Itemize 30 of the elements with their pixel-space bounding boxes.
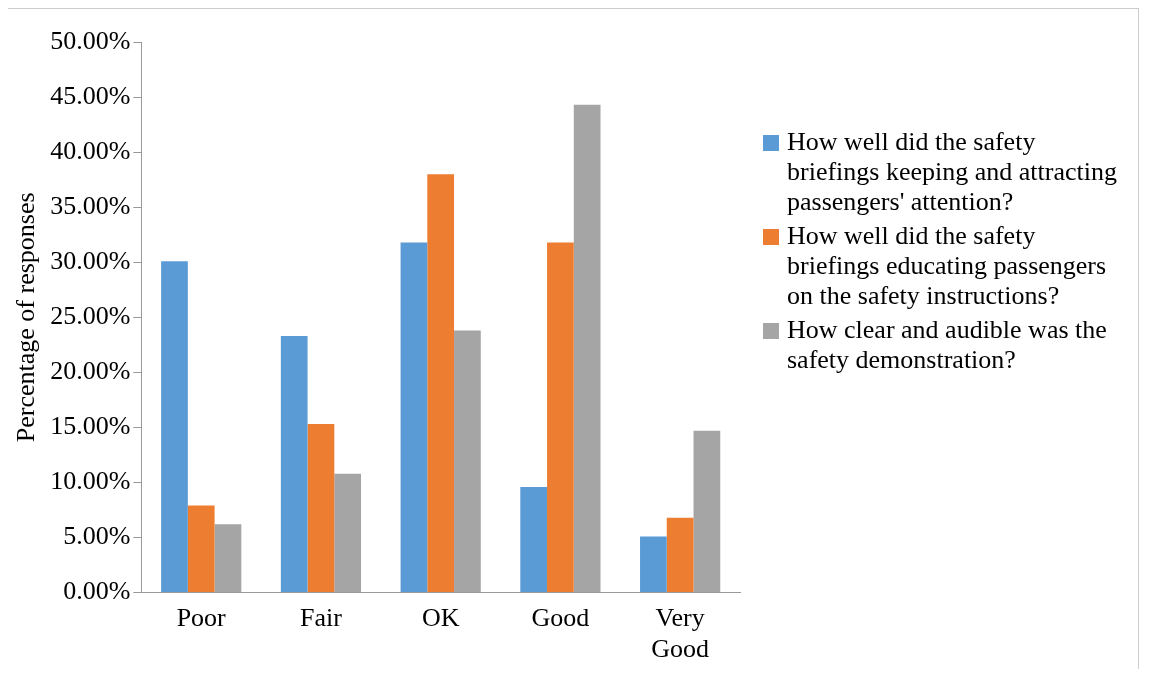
y-tick-label: 40.00% <box>50 135 131 165</box>
bar <box>666 517 694 593</box>
x-tick-label: OK <box>421 603 460 633</box>
x-tick-label: Very Good <box>651 603 710 664</box>
y-tick-label: 30.00% <box>50 246 131 276</box>
x-tick-label: Good <box>531 603 590 633</box>
x-tick-label: Poor <box>176 603 227 633</box>
legend-label: How well did the safety briefings keeping and attracting passengers' attention? <box>787 127 1118 217</box>
y-tick-label: 35.00% <box>50 191 131 221</box>
bar <box>400 242 428 593</box>
bar <box>161 261 188 593</box>
bar <box>307 424 335 593</box>
y-tick-label: 10.00% <box>50 466 131 496</box>
bar <box>640 536 667 593</box>
bar <box>280 336 308 593</box>
bar <box>547 242 574 593</box>
y-tick-label: 20.00% <box>50 356 131 386</box>
y-tick-label: 25.00% <box>50 301 131 331</box>
bar <box>427 174 455 593</box>
legend-label: How clear and audible was the safety demonstration? <box>787 315 1108 375</box>
y-tick-label: 0.00% <box>63 576 131 606</box>
y-tick-label: 5.00% <box>63 521 131 551</box>
y-axis-title: Percentage of responses <box>11 192 41 443</box>
x-tick-label: Fair <box>300 603 343 633</box>
y-tick-label: 15.00% <box>50 411 131 441</box>
y-tick-label: 50.00% <box>50 25 131 55</box>
legend-label: How well did the safety briefings educating passengers on the safety instructions? <box>787 221 1108 311</box>
y-tick-label: 45.00% <box>50 80 131 110</box>
bar <box>520 486 548 593</box>
bar <box>187 505 215 593</box>
